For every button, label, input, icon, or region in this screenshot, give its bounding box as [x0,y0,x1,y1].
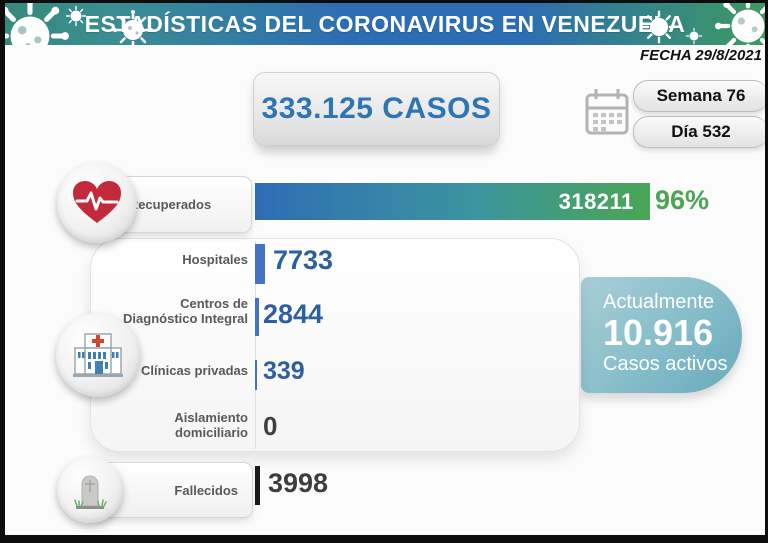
week-pill: Semana 76 [633,80,768,112]
home-isolation-label-line1: Aislamiento [174,410,248,425]
total-cases-value: 333.125 CASOS [261,92,492,125]
virus-icon [642,10,676,44]
cdi-label-line1: Centros de [180,296,248,311]
active-cases-caption: Actualmente [603,291,715,313]
home-isolation-label: Aislamiento domiciliario [98,410,248,440]
cdi-label: Centros de Diagnóstico Integral [98,296,248,326]
header-banner: ESTADÍSTICAS DEL CORONAVIRUS EN VENEZUEL… [5,3,765,45]
hospitals-bar [255,244,265,284]
recovered-label-text: Recuperados [128,197,212,212]
frame-edge-left [0,0,5,543]
deceased-tombstone-icon [57,457,123,523]
bar-axis-line [255,241,256,449]
hospitals-label: Hospitales [182,252,248,267]
private-clinics-bar [255,360,257,390]
deceased-bar [255,466,260,505]
virus-icon [685,27,703,45]
total-cases-box: 333.125 CASOS [253,72,500,146]
hospitals-value: 7733 [273,245,334,275]
date-label: FECHA 29/8/2021 [639,47,762,64]
frame-edge-bottom [0,535,768,543]
private-clinics-value: 339 [263,357,305,385]
cdi-label-line2: Diagnóstico Integral [123,311,248,326]
virus-icon [113,10,153,45]
recovered-value: 318211 [558,188,634,214]
home-isolation-value: 0 [263,411,278,441]
deceased-label-text: Fallecidos [174,482,238,498]
virus-icon [715,3,765,45]
recovered-bar: 318211 [255,183,650,220]
cdi-bar [255,298,259,336]
active-cases-box: Actualmente 10.916 Casos activos [581,277,742,393]
cdi-value: 2844 [263,299,324,329]
page-title: ESTADÍSTICAS DEL CORONAVIRUS EN VENEZUEL… [84,10,686,37]
frame-edge-right [765,0,768,543]
deceased-value: 3998 [268,468,329,498]
virus-icon [65,5,87,27]
recovered-percent: 96% [655,185,710,215]
recovered-heart-icon [57,163,137,243]
home-isolation-label-line2: domiciliario [175,425,248,440]
hospital-icon [56,313,140,397]
day-pill: Día 532 [633,116,768,148]
frame-edge-top [0,0,768,3]
calendar-icon [585,89,629,135]
care-system-panel [90,238,580,452]
active-cases-subcaption: Casos activos [603,353,728,375]
active-cases-value: 10.916 [603,312,714,353]
virus-icon [5,3,69,45]
private-clinics-label: Clínicas privadas [141,363,248,378]
